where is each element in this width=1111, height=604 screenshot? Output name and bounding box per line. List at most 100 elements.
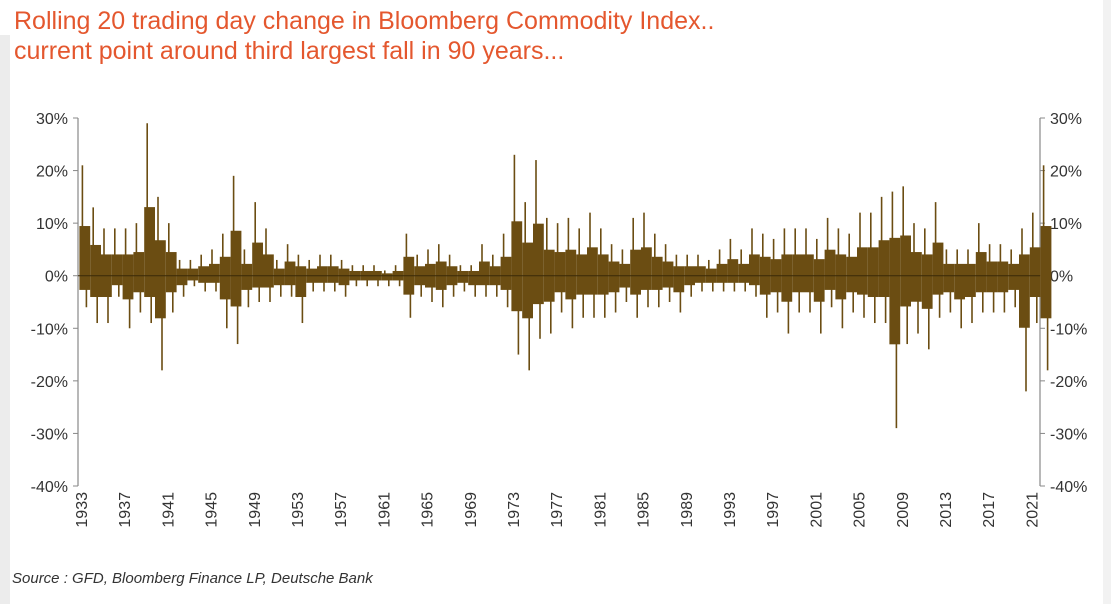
bar-body: [554, 252, 566, 293]
bar-body: [673, 266, 685, 293]
title-line-2: current point around third largest fall …: [14, 37, 565, 65]
x-tick-label: 1941: [160, 492, 177, 528]
bar-body: [284, 261, 296, 286]
bar-body: [230, 230, 242, 307]
right-y-tick-label: -10%: [1050, 321, 1087, 338]
x-tick-label: 1977: [549, 492, 566, 528]
bar-body: [781, 254, 793, 302]
bar-body: [1008, 263, 1019, 290]
bar-body: [857, 247, 868, 295]
x-tick-label: 1933: [74, 492, 91, 528]
x-tick-label: 1973: [506, 492, 523, 528]
bar-body: [965, 263, 976, 298]
x-tick-label: 1993: [722, 492, 739, 528]
bar-body: [749, 254, 760, 286]
left-y-tick-label: -20%: [31, 374, 68, 391]
right-y-tick-label: -30%: [1050, 426, 1087, 443]
right-y-tick-label: 0%: [1050, 269, 1073, 286]
bar-body: [716, 263, 728, 283]
bar-body: [608, 261, 620, 293]
x-tick-label: 2021: [1024, 492, 1041, 528]
bar-body: [522, 242, 533, 319]
left-y-tick-label: -30%: [31, 426, 68, 443]
bar-body: [921, 254, 933, 309]
bar-body: [209, 263, 220, 283]
left-y-tick-label: 10%: [36, 216, 68, 233]
bar-body: [511, 221, 523, 312]
bar-body: [479, 261, 490, 286]
x-tick-label: 1981: [592, 492, 609, 528]
bar-body: [932, 242, 944, 295]
bar-body: [738, 263, 749, 283]
bar-body: [176, 268, 188, 286]
left-y-tick-label: -10%: [31, 321, 68, 338]
bar-body: [846, 256, 857, 293]
bar-body: [533, 223, 544, 305]
x-tick-label: 1961: [376, 492, 393, 528]
bar-body: [824, 249, 836, 290]
bar-body: [468, 270, 479, 286]
left-margin-band: [0, 35, 10, 604]
bar-body: [198, 266, 209, 283]
source-note: Source : GFD, Bloomberg Finance LP, Deut…: [12, 570, 373, 587]
x-tick-label: 1997: [765, 492, 782, 528]
x-tick-label: 1957: [333, 492, 350, 528]
bar-body: [651, 256, 663, 290]
bar-body: [338, 268, 350, 286]
bar-body: [641, 247, 652, 290]
bar-body: [79, 226, 91, 290]
chart-title: Rolling 20 trading day change in Bloombe…: [14, 6, 714, 66]
bar-body: [187, 268, 199, 281]
right-y-tick-label: -40%: [1050, 479, 1087, 496]
bar-body: [263, 254, 274, 288]
bar-body: [727, 259, 739, 283]
right-y-tick-label: 20%: [1050, 164, 1082, 181]
left-y-tick-label: 0%: [45, 269, 68, 286]
bar-body: [500, 256, 512, 290]
bar-body: [295, 266, 307, 298]
bar-body: [111, 254, 123, 286]
bar-body: [943, 263, 955, 293]
bar-body: [565, 249, 577, 300]
bar-body: [878, 240, 890, 298]
bar-body: [155, 240, 166, 319]
x-tick-label: 2009: [895, 492, 912, 528]
x-tick-label: 1985: [636, 492, 653, 528]
right-y-tick-label: -20%: [1050, 374, 1087, 391]
bar-body: [1029, 247, 1041, 298]
bar-body: [165, 252, 177, 293]
bar-body: [975, 252, 987, 293]
bar-body: [241, 263, 253, 290]
x-tick-label: 1965: [420, 492, 437, 528]
bar-body: [835, 254, 847, 300]
bar-body: [867, 247, 879, 298]
x-tick-label: 2013: [938, 492, 955, 528]
bar-body: [597, 254, 609, 295]
bar-body: [954, 263, 965, 300]
x-tick-label: 1945: [204, 492, 221, 528]
left-y-tick-label: -40%: [31, 479, 68, 496]
bar-body: [803, 254, 814, 293]
bar-body: [317, 266, 328, 283]
bar-body: [273, 268, 285, 286]
x-tick-label: 1937: [117, 492, 134, 528]
bar-body: [900, 235, 911, 307]
right-y-tick-label: 30%: [1050, 111, 1082, 128]
right-y-tick-label: 10%: [1050, 216, 1082, 233]
bar-body: [457, 270, 469, 283]
bar-body: [813, 259, 825, 302]
bar-body: [219, 256, 231, 300]
bar-body: [662, 261, 674, 288]
bar-body: [327, 266, 339, 283]
left-y-tick-label: 30%: [36, 111, 68, 128]
bar-body: [576, 254, 587, 295]
bar-body: [122, 254, 134, 300]
left-y-tick-label: 20%: [36, 164, 68, 181]
bar-body: [792, 254, 803, 293]
x-tick-label: 2017: [981, 492, 998, 528]
bar-body: [911, 252, 922, 302]
x-tick-label: 1989: [679, 492, 696, 528]
bar-body: [381, 273, 393, 281]
bar-body: [90, 244, 101, 298]
